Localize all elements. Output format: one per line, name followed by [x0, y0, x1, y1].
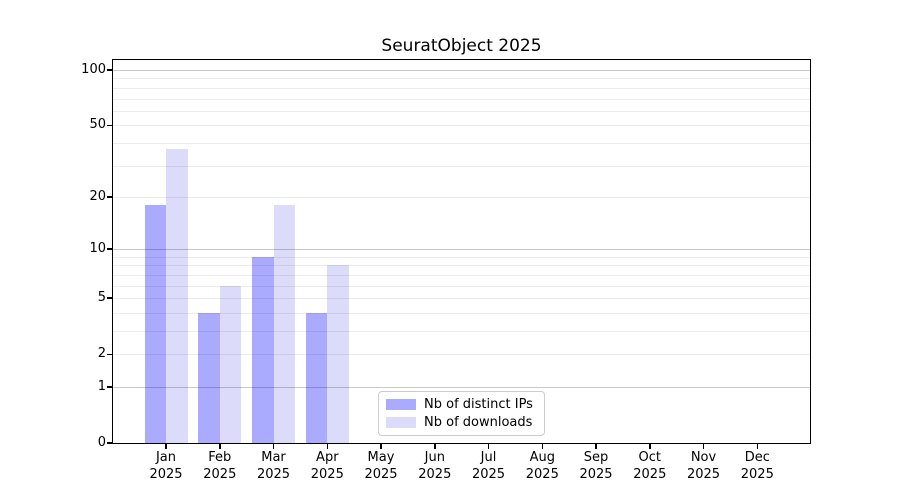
y-tick-label-5: 5	[97, 290, 106, 306]
legend-swatch-distinct-ips	[386, 399, 416, 410]
x-tick-mark-aug	[541, 444, 543, 449]
x-tick-mark-may	[380, 444, 382, 449]
gridline-minor-30	[113, 165, 810, 167]
gridline-minor-3	[113, 331, 810, 332]
x-tick-label-feb: Feb 2025	[203, 450, 237, 482]
y-tick-mark-1	[107, 386, 113, 388]
gridline-minor-20	[113, 196, 810, 198]
legend-label-distinct-ips: Nb of distinct IPs	[424, 397, 533, 412]
bar-distinct-ips-jan	[144, 205, 166, 443]
gridline-minor-40	[113, 142, 810, 144]
y-tick-label-10: 10	[89, 241, 106, 257]
x-tick-mark-jul	[487, 444, 490, 449]
x-tick-label-jun: Jun 2025	[418, 450, 452, 482]
legend: Nb of distinct IPs Nb of downloads	[378, 391, 545, 436]
x-tick-label-sep: Sep 2025	[579, 450, 613, 482]
x-tick-mark-jan	[165, 444, 167, 449]
bar-distinct-ips-mar	[252, 256, 274, 443]
y-tick-label-50: 50	[89, 117, 106, 133]
y-tick-mark-0	[107, 442, 113, 444]
y-tick-label-100: 100	[81, 62, 106, 77]
legend-label-downloads: Nb of downloads	[424, 415, 533, 430]
bar-downloads-mar	[273, 205, 295, 443]
x-tick-label-mar: Mar 2025	[256, 450, 291, 482]
y-tick-label-2: 2	[97, 346, 106, 362]
y-tick-label-20: 20	[89, 188, 106, 204]
bar-downloads-jan	[166, 149, 188, 443]
x-tick-mark-apr	[326, 444, 328, 449]
gridline-minor-4	[113, 312, 810, 314]
x-tick-mark-dec	[756, 444, 758, 449]
y-tick-label-0: 0	[97, 435, 106, 450]
y-tick-mark-10	[107, 248, 113, 250]
x-tick-mark-jun	[434, 444, 436, 449]
legend-row-downloads: Nb of downloads	[386, 415, 544, 430]
gridline-minor-80	[113, 87, 810, 89]
gridline-minor-9	[113, 256, 810, 258]
legend-row-distinct-ips: Nb of distinct IPs	[386, 397, 544, 412]
gridline-major-100	[113, 70, 810, 71]
y-tick-mark-50	[107, 124, 113, 126]
gridline-minor-2	[113, 354, 810, 356]
gridline-minor-5	[113, 298, 810, 300]
x-tick-label-oct: Oct 2025	[633, 450, 667, 482]
x-tick-mark-feb	[219, 444, 221, 449]
x-tick-label-jul: Jul 2025	[471, 450, 506, 482]
gridline-minor-70	[113, 98, 810, 100]
bar-downloads-feb	[219, 285, 242, 443]
chart-title: SeuratObject 2025	[381, 36, 542, 56]
bar-distinct-ips-feb	[198, 312, 220, 443]
x-tick-label-may: May 2025	[364, 450, 398, 482]
gridline-minor-7	[113, 274, 810, 276]
x-tick-mark-oct	[649, 444, 651, 449]
gridline-minor-60	[113, 110, 810, 112]
x-tick-mark-mar	[272, 444, 275, 449]
gridline-minor-90	[113, 78, 810, 80]
gridline-minor-8	[113, 265, 810, 267]
y-tick-mark-20	[107, 196, 113, 198]
legend-swatch-downloads	[386, 417, 416, 428]
x-tick-mark-nov	[702, 444, 705, 449]
bar-downloads-apr	[327, 265, 349, 443]
gridline-minor-6	[113, 285, 810, 287]
x-tick-label-nov: Nov 2025	[686, 450, 721, 482]
x-tick-label-dec: Dec 2025	[740, 450, 774, 482]
x-tick-mark-sep	[595, 444, 597, 449]
y-tick-mark-5	[107, 297, 113, 299]
gridline-major-1	[113, 387, 810, 388]
x-tick-label-apr: Apr 2025	[310, 450, 344, 482]
y-tick-mark-100	[107, 69, 113, 71]
gridline-major-10	[113, 249, 810, 251]
y-tick-mark-2	[107, 353, 113, 355]
gridline-minor-50	[113, 125, 810, 127]
bar-distinct-ips-apr	[305, 312, 328, 443]
x-tick-label-aug: Aug 2025	[525, 450, 559, 482]
x-tick-label-jan: Jan 2025	[149, 450, 183, 482]
y-tick-label-1: 1	[97, 379, 106, 394]
